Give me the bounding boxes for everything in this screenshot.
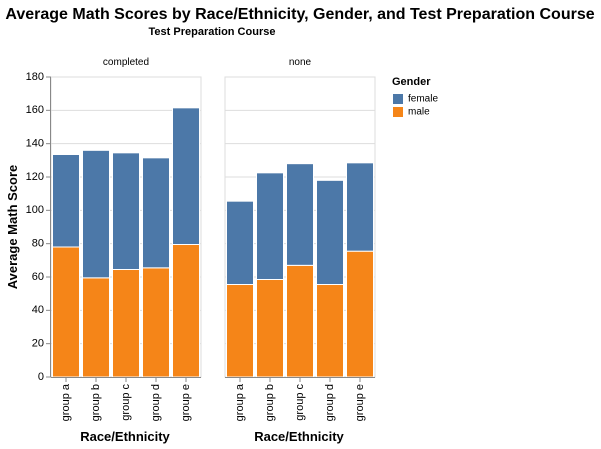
x-tick-label: group c — [120, 384, 132, 421]
bar-none-group-b-male — [256, 279, 284, 378]
bar-none-group-c-female — [286, 163, 314, 266]
bar-none-group-d-male — [316, 284, 344, 378]
bar-completed-group-b-female — [82, 149, 110, 279]
bar-completed-group-a-male — [52, 246, 80, 378]
bar-completed-group-c-female — [112, 152, 140, 270]
y-tick-label: 20 — [32, 338, 44, 350]
bar-completed-group-a-female — [52, 154, 80, 248]
panel-none: none group a group b group c group d group e — [224, 57, 376, 421]
bar-completed-group-d-male — [142, 267, 170, 378]
y-tick-label: 160 — [26, 104, 44, 116]
bar-none-group-e-female — [346, 162, 374, 252]
bar-none-group-e-male — [346, 250, 374, 378]
legend-label-female: female — [408, 94, 438, 105]
y-axis-title: Average Math Score — [5, 165, 20, 290]
y-tick-label: 100 — [26, 204, 44, 216]
x-tick-label: group e — [180, 384, 192, 421]
x-tick-label: group a — [234, 383, 246, 421]
x-tick-label: group d — [150, 384, 162, 421]
bar-completed-group-e-male — [172, 244, 200, 378]
facet-header-title: Test Preparation Course — [149, 26, 276, 38]
x-tick-label: group a — [60, 383, 72, 421]
x-axis-title-completed: Race/Ethnicity — [80, 429, 170, 444]
x-tick-label: group b — [90, 384, 102, 421]
x-tick-label: group d — [324, 384, 336, 421]
x-tick-label: group c — [294, 384, 306, 421]
legend: female male — [393, 94, 438, 118]
bar-none-group-d-female — [316, 179, 344, 285]
legend-title: Gender — [392, 76, 431, 88]
x-tick-label: group b — [264, 384, 276, 421]
bar-completed-group-d-female — [142, 157, 170, 269]
x-axis-title-none: Race/Ethnicity — [254, 429, 344, 444]
facet-label-none: none — [289, 57, 312, 68]
bar-none-group-c-male — [286, 264, 314, 378]
legend-swatch-male — [393, 107, 403, 117]
chart-title: Average Math Scores by Race/Ethnicity, G… — [5, 6, 594, 23]
panel-completed: completed group a group b group c group d gro… — [26, 57, 202, 421]
bar-none-group-a-female — [226, 200, 254, 286]
y-tick-label: 0 — [38, 371, 44, 383]
y-tick-label: 60 — [32, 271, 44, 283]
legend-swatch-female — [393, 94, 403, 104]
y-tick-label: 140 — [26, 138, 44, 150]
y-tick-label: 120 — [26, 171, 44, 183]
bar-completed-group-c-male — [112, 269, 140, 378]
bar-none-group-a-male — [226, 284, 254, 378]
y-tick-label: 180 — [26, 71, 44, 83]
facet-label-completed: completed — [103, 57, 149, 68]
bar-none-group-b-female — [256, 172, 284, 280]
legend-label-male: male — [408, 107, 430, 118]
bar-completed-group-b-male — [82, 277, 110, 378]
plot-area: completed group a group b group c group d gro… — [26, 57, 376, 421]
y-tick-label: 80 — [32, 238, 44, 250]
x-tick-label: group e — [354, 384, 366, 421]
y-tick-label: 40 — [32, 304, 44, 316]
bar-completed-group-e-female — [172, 107, 200, 246]
